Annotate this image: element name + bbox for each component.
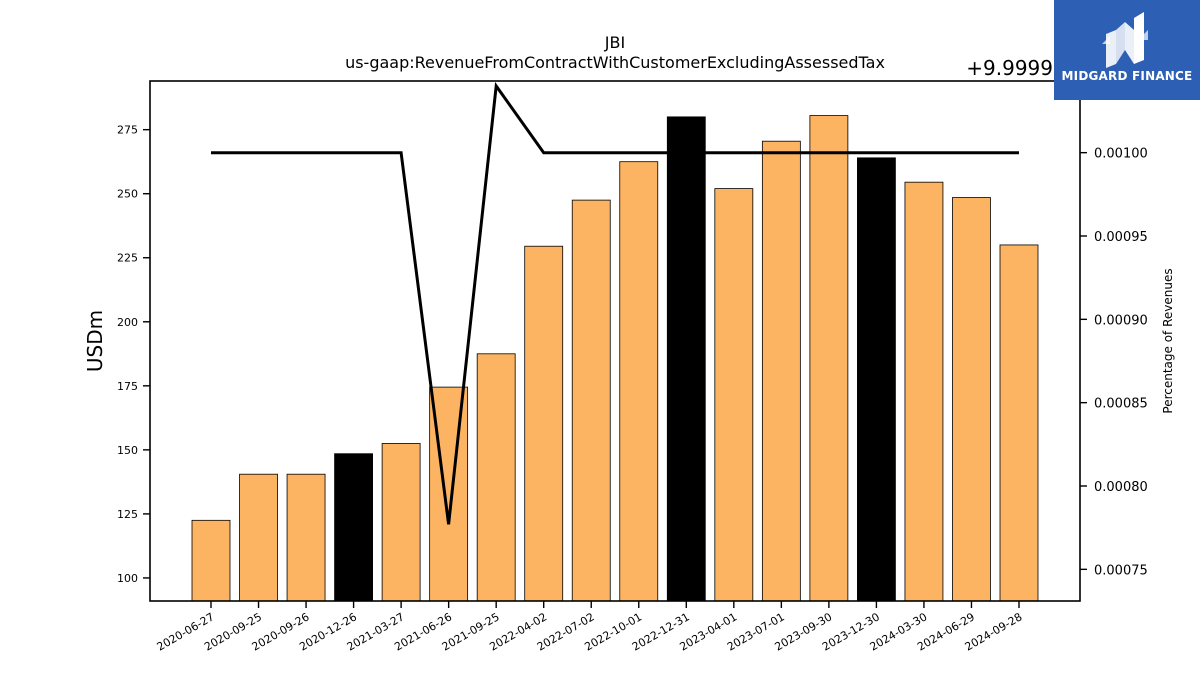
bar	[999, 244, 1039, 602]
brand-logo: MIDGARD FINANCE	[1054, 0, 1200, 100]
bar	[476, 353, 516, 602]
bar	[952, 197, 991, 602]
bar	[809, 115, 849, 602]
y-tick-label: 275	[117, 124, 138, 137]
bar	[239, 473, 278, 602]
bars-group	[191, 115, 1039, 602]
bar	[524, 245, 564, 602]
bar	[714, 188, 754, 602]
logo-mark-icon	[1102, 12, 1148, 68]
y2-tick-label: 0.00100	[1094, 147, 1148, 162]
bar	[666, 116, 706, 602]
y2-tick-label: 0.00075	[1094, 563, 1148, 578]
y-tick-label: 150	[117, 444, 138, 457]
y2-tick-label: 0.00090	[1094, 313, 1148, 328]
bar	[904, 181, 944, 602]
y2-offset-label: +9.9999	[966, 56, 1053, 80]
plot-frame	[149, 80, 1081, 602]
y-tick-label: 225	[117, 252, 138, 265]
y2-axis-label: Percentage of Revenues	[1161, 268, 1175, 413]
y2-tick-label: 0.00085	[1094, 397, 1148, 412]
bar	[286, 473, 326, 602]
line-group	[211, 81, 1019, 525]
line-series	[211, 81, 1019, 525]
y2-tick-label: 0.00080	[1094, 480, 1148, 495]
bar	[381, 443, 421, 602]
bar	[761, 140, 801, 602]
chart-title: JBI	[604, 33, 625, 52]
bar	[334, 453, 373, 602]
bar	[857, 157, 896, 602]
y-axis-label: USDm	[83, 310, 107, 372]
bar	[191, 519, 231, 602]
logo-text: MIDGARD FINANCE	[1061, 69, 1193, 83]
bar	[619, 161, 659, 602]
chart-subtitle: us-gaap:RevenueFromContractWithCustomerE…	[345, 53, 885, 72]
bar	[571, 199, 611, 602]
y-tick-label: 100	[117, 572, 138, 585]
y-tick-label: 125	[117, 508, 138, 521]
y-tick-label: 250	[117, 188, 138, 201]
y-tick-label: 175	[117, 380, 138, 393]
y-tick-label: 200	[117, 316, 138, 329]
y2-tick-label: 0.00095	[1094, 230, 1148, 245]
